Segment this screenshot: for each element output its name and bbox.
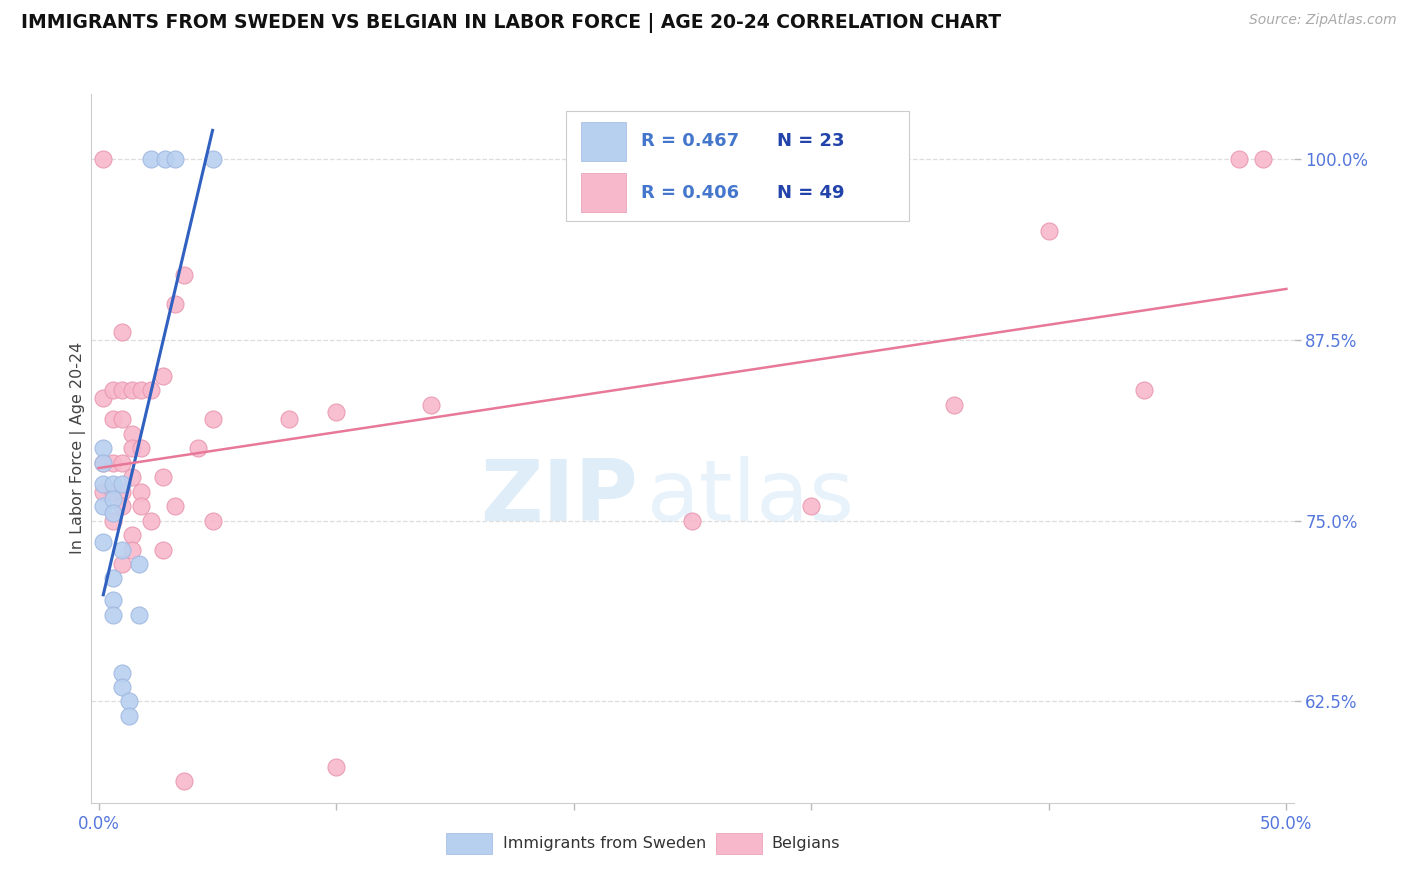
Point [420, 398, 443, 412]
Point [121, 528, 143, 542]
Point [111, 499, 134, 513]
Text: ZIP: ZIP [481, 457, 638, 540]
Point [101, 572, 124, 586]
Point [101, 477, 124, 491]
Point [101, 593, 124, 607]
Point [139, 384, 162, 398]
Point [111, 542, 134, 557]
Point [91, 484, 114, 499]
Text: Immigrants from Sweden: Immigrants from Sweden [502, 837, 706, 852]
Point [139, 514, 162, 528]
Point [118, 694, 141, 708]
Point [129, 384, 152, 398]
Point [121, 470, 143, 484]
Point [111, 477, 134, 491]
Point [91, 456, 114, 470]
Point [163, 152, 186, 166]
Text: N = 23: N = 23 [776, 132, 844, 150]
Point [101, 491, 124, 506]
Text: R = 0.406: R = 0.406 [641, 184, 740, 202]
Point [101, 456, 124, 470]
Point [153, 152, 176, 166]
Point [325, 759, 347, 773]
Point [91, 441, 114, 455]
Point [101, 412, 124, 426]
Point [91, 152, 114, 166]
Text: atlas: atlas [647, 457, 855, 540]
Point [91, 391, 114, 405]
Bar [581, 173, 626, 212]
Point [118, 709, 141, 723]
Point [101, 607, 124, 622]
Point [173, 774, 195, 789]
Point [277, 412, 299, 426]
Point [187, 441, 209, 455]
Point [173, 268, 195, 282]
Bar [717, 832, 762, 854]
Text: IMMIGRANTS FROM SWEDEN VS BELGIAN IN LABOR FORCE | AGE 20-24 CORRELATION CHART: IMMIGRANTS FROM SWEDEN VS BELGIAN IN LAB… [21, 13, 1001, 33]
Point [111, 326, 134, 340]
Point [1038, 224, 1060, 238]
Point [111, 384, 134, 398]
Point [201, 514, 224, 528]
Point [101, 484, 124, 499]
Text: N = 49: N = 49 [776, 184, 844, 202]
Text: R = 0.467: R = 0.467 [641, 132, 740, 150]
Y-axis label: In Labor Force | Age 20-24: In Labor Force | Age 20-24 [69, 343, 86, 554]
Point [1133, 384, 1156, 398]
Point [152, 470, 174, 484]
Point [111, 680, 134, 694]
Point [91, 499, 114, 513]
Text: Source: ZipAtlas.com: Source: ZipAtlas.com [1249, 13, 1396, 28]
Point [111, 456, 134, 470]
Bar [581, 121, 626, 161]
Point [129, 499, 152, 513]
Point [942, 398, 965, 412]
Point [101, 384, 124, 398]
Point [800, 499, 823, 513]
Point [201, 412, 224, 426]
Point [91, 535, 114, 549]
Point [121, 426, 143, 441]
Point [101, 514, 124, 528]
Point [152, 368, 174, 383]
Point [128, 607, 150, 622]
Point [111, 557, 134, 571]
Point [1251, 152, 1274, 166]
FancyBboxPatch shape [567, 112, 908, 221]
Point [101, 507, 124, 521]
Point [163, 296, 186, 310]
Point [121, 384, 143, 398]
Point [91, 456, 114, 470]
Text: Belgians: Belgians [772, 837, 841, 852]
Point [201, 152, 224, 166]
Point [129, 441, 152, 455]
Point [121, 441, 143, 455]
Point [139, 152, 162, 166]
Point [163, 499, 186, 513]
Point [121, 542, 143, 557]
Point [128, 557, 150, 571]
Point [91, 477, 114, 491]
Point [111, 665, 134, 680]
Point [325, 405, 347, 419]
Point [1227, 152, 1250, 166]
Point [111, 412, 134, 426]
Bar [446, 832, 492, 854]
Point [681, 514, 703, 528]
Point [129, 484, 152, 499]
Point [111, 484, 134, 499]
Point [152, 542, 174, 557]
